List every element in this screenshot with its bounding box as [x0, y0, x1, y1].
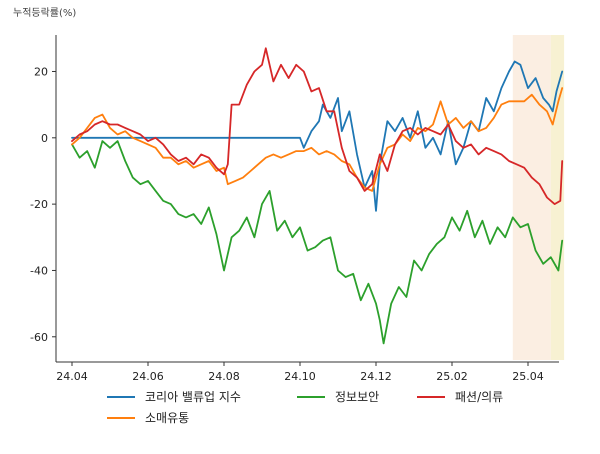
- y-tick-label: 20: [34, 65, 48, 78]
- legend-label: 정보보안: [335, 390, 379, 404]
- series-line-2: [71, 87, 564, 192]
- x-tick-label: 24.10: [284, 370, 316, 383]
- x-tick-label: 24.08: [208, 370, 240, 383]
- series-line-3: [71, 47, 564, 205]
- legend-label: 소매유통: [145, 411, 189, 425]
- y-tick-label: -40: [30, 264, 48, 277]
- y-unit-label: 누적등락률(%): [13, 7, 76, 19]
- legend-label: 코리아 밸류업 지수: [145, 390, 241, 404]
- x-tick-label: 24.06: [132, 370, 164, 383]
- axes: 20 0 -20 -40 -60 24.04 24.06 24.08 24.10 24.12 25.…: [30, 35, 559, 383]
- x-tick-label: 25.02: [436, 370, 468, 383]
- series-line-1: [71, 140, 564, 345]
- y-tick-label: -60: [30, 331, 48, 344]
- legend-label: 패션/의류: [455, 390, 503, 404]
- series-lines: [71, 47, 564, 345]
- series-line-0: [71, 60, 564, 212]
- x-tick-label: 24.04: [56, 370, 88, 383]
- highlight-bands: [512, 35, 565, 360]
- y-tick-label: 0: [41, 132, 48, 145]
- highlight-band-0: [512, 35, 551, 360]
- highlight-band-1: [550, 35, 565, 360]
- x-tick-label: 25.04: [512, 370, 544, 383]
- y-tick-label: -20: [30, 198, 48, 211]
- x-tick-label: 24.12: [360, 370, 392, 383]
